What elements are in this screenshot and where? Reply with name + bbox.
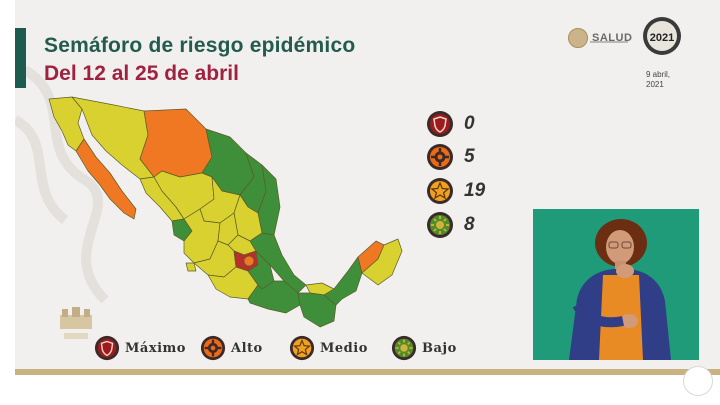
count-medio: 19 [426, 177, 546, 205]
gear-icon [200, 335, 226, 361]
state-colima [185, 262, 197, 272]
gear-icon [427, 144, 453, 170]
footer-gold-line [15, 369, 720, 375]
state-sonora [71, 96, 155, 180]
sun-icon [391, 335, 417, 361]
date-stamp: 9 abril, 2021 [646, 70, 670, 90]
count-maximo: 0 [426, 110, 546, 138]
legend-bajo-label: Bajo [422, 340, 457, 356]
page-subtitle: Del 12 al 25 de abril [44, 62, 239, 85]
year-badge-text: 2021 [650, 32, 674, 44]
state-quintana-roo [361, 238, 403, 286]
date-line-1: 9 abril, [646, 70, 671, 79]
page-title: Semáforo de riesgo epidémico [44, 34, 356, 57]
sign-language-interpreter-video [533, 209, 699, 360]
legend-alto-label: Alto [231, 340, 263, 356]
title-accent-bar [15, 28, 26, 88]
count-bajo-value: 8 [464, 214, 475, 235]
count-alto-value: 5 [464, 146, 475, 167]
agency-underline [590, 41, 628, 43]
interpreter-figure [569, 219, 671, 360]
legend-medio-label: Medio [320, 340, 368, 356]
count-alto: 5 [426, 143, 546, 171]
year-badge: 2021 [643, 17, 681, 55]
government-logo [60, 307, 92, 339]
legend-maximo-label: Máximo [125, 340, 186, 356]
legend-alto: Alto [200, 334, 263, 362]
star-icon [427, 178, 453, 204]
footer-logo [683, 366, 713, 396]
state-baja-california-sur [75, 138, 137, 220]
salud-logo: SALUD [568, 28, 632, 48]
sun-icon [427, 212, 453, 238]
shield-icon [94, 335, 120, 361]
state-cdmx [243, 255, 255, 267]
count-bajo: 8 [426, 211, 546, 239]
state-chihuahua [139, 108, 213, 178]
state-campeche [323, 256, 363, 306]
star-icon [289, 335, 315, 361]
legend-maximo: Máximo [94, 334, 186, 362]
legend-medio: Medio [289, 334, 368, 362]
coat-of-arms-icon [568, 28, 588, 48]
mexico-map [48, 96, 403, 328]
count-maximo-value: 0 [464, 113, 475, 134]
count-medio-value: 19 [464, 180, 486, 201]
date-line-2: 2021 [646, 80, 664, 89]
legend-bajo: Bajo [391, 334, 457, 362]
state-chiapas [297, 292, 337, 328]
shield-icon [427, 111, 453, 137]
